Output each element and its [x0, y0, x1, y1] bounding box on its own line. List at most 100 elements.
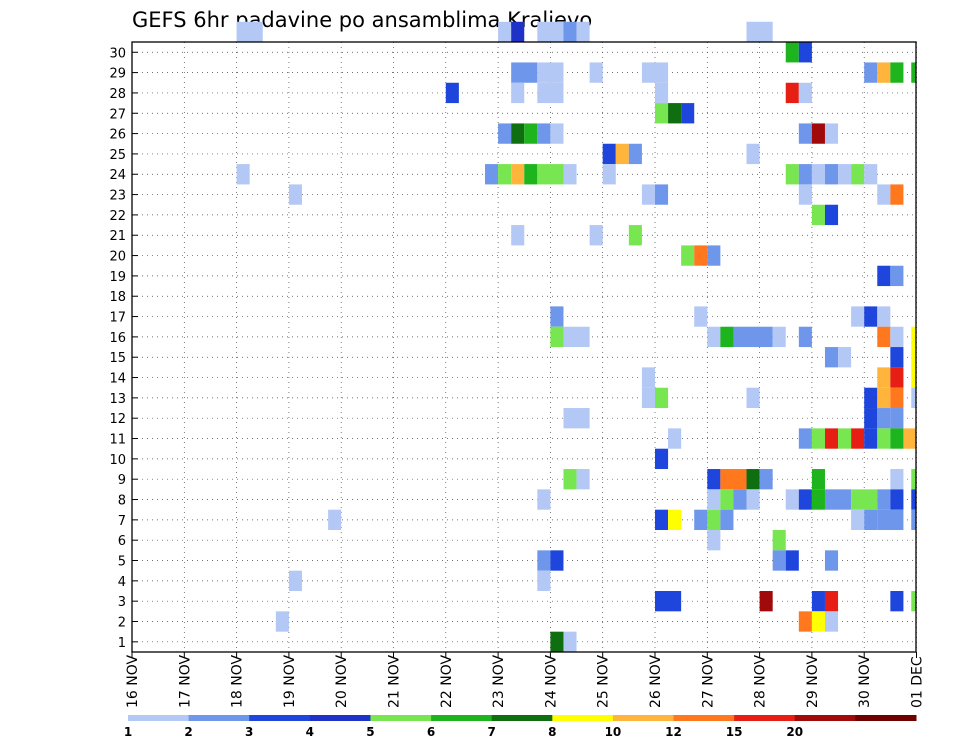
- precip-cell: [824, 164, 839, 185]
- precip-cell: [811, 428, 825, 449]
- precip-cell: [798, 164, 812, 185]
- legend-label: 10: [605, 725, 622, 739]
- precip-cell: [537, 550, 551, 571]
- x-tick-label: 25 NOV: [596, 654, 612, 708]
- precip-cell: [811, 204, 825, 226]
- legend-color-swatch: [552, 715, 614, 721]
- precip-cell: [824, 123, 839, 144]
- legend-label: 4: [306, 725, 314, 739]
- precip-cell: [772, 550, 786, 571]
- precip-cell: [811, 469, 825, 490]
- precip-cell: [694, 245, 708, 266]
- x-tick-label: 19 NOV: [282, 654, 298, 708]
- precip-cell: [877, 408, 891, 429]
- legend-label: 7: [488, 725, 496, 739]
- precip-cell: [746, 143, 760, 165]
- y-tick-label: 14: [109, 372, 126, 387]
- precip-cell: [563, 631, 577, 652]
- precip-cell: [537, 123, 551, 144]
- legend-color-swatch: [431, 715, 493, 721]
- precip-cell: [877, 184, 891, 205]
- precip-cell: [772, 326, 786, 348]
- precip-cell: [877, 306, 891, 327]
- precip-cell: [668, 103, 682, 124]
- legend-label: 3: [245, 725, 253, 739]
- y-tick-label: 9: [118, 473, 126, 488]
- precip-cell: [655, 103, 669, 124]
- precip-cell: [655, 82, 669, 104]
- y-tick-label: 7: [118, 514, 126, 529]
- precip-cell: [824, 347, 839, 368]
- x-tick-label: 23 NOV: [491, 654, 507, 708]
- precip-cell: [615, 143, 629, 165]
- precip-cell: [511, 21, 525, 43]
- precip-cell: [890, 265, 904, 287]
- x-tick-label: 29 NOV: [805, 654, 821, 708]
- legend-color-swatch: [491, 715, 553, 721]
- precip-cell: [759, 591, 773, 612]
- legend-color-swatch: [249, 715, 311, 721]
- x-tick-label: 20 NOV: [334, 654, 350, 708]
- precip-cell: [628, 225, 642, 246]
- precip-cell: [550, 306, 564, 327]
- y-tick-label: 10: [109, 453, 126, 468]
- precip-cell: [537, 62, 564, 83]
- precip-cell: [877, 326, 891, 348]
- precip-cell: [563, 469, 577, 490]
- precip-cell: [485, 164, 499, 185]
- precip-cell: [824, 591, 839, 612]
- precip-cell: [911, 326, 916, 348]
- precip-cell: [890, 591, 904, 612]
- precip-cell: [707, 509, 721, 531]
- precip-cell: [911, 347, 916, 368]
- precip-cell: [890, 367, 904, 388]
- precip-cell: [563, 408, 590, 429]
- legend-label: 8: [548, 725, 556, 739]
- precip-cell: [890, 347, 904, 368]
- y-tick-label: 23: [109, 189, 126, 204]
- y-tick-label: 16: [109, 331, 126, 346]
- precip-cell: [681, 103, 695, 124]
- legend-color-swatch: [734, 715, 796, 721]
- color-legend: 1 2 3 4 5 6 7 8 10 12 15 20: [124, 715, 917, 739]
- precip-cell: [550, 326, 564, 348]
- plot-frame: [131, 41, 917, 653]
- x-tick-label: 16 NOV: [125, 654, 141, 708]
- precip-cell: [511, 225, 525, 246]
- legend-label: 12: [665, 725, 682, 739]
- precip-cell: [877, 509, 904, 531]
- legend-color-swatch: [855, 715, 917, 721]
- precip-cell: [236, 164, 250, 185]
- legend-color-swatch: [370, 715, 432, 721]
- precip-cell: [655, 184, 669, 205]
- y-tick-label: 17: [109, 311, 126, 326]
- precip-cell: [890, 326, 904, 348]
- x-axis-ticks: 16 NOV 17 NOV 18 NOV 19 NOV 20 NOV 21 NOV 22 N…: [125, 652, 926, 708]
- y-tick-label: 11: [109, 433, 126, 448]
- grid-lines: [132, 42, 917, 652]
- precip-cell: [537, 164, 564, 185]
- precip-cell: [864, 509, 878, 531]
- precip-cell: [537, 21, 564, 43]
- precip-cell: [824, 204, 839, 226]
- precip-cell: [563, 326, 590, 348]
- y-axis-ticks: 1234567891011121314151617181920212223242…: [109, 46, 138, 651]
- precip-cell: [911, 469, 916, 490]
- x-tick-label: 30 NOV: [857, 654, 873, 708]
- precip-cell: [877, 387, 891, 409]
- precip-cell: [602, 164, 616, 185]
- precip-cell: [811, 123, 825, 144]
- y-tick-label: 12: [109, 412, 126, 427]
- y-tick-label: 28: [109, 87, 126, 102]
- x-tick-label: 17 NOV: [177, 654, 193, 708]
- precip-cell: [890, 469, 904, 490]
- precip-cell: [498, 21, 512, 43]
- precip-cell: [798, 611, 812, 632]
- legend-label: 20: [786, 725, 803, 739]
- precip-cell: [911, 509, 916, 531]
- y-tick-label: 26: [109, 128, 126, 143]
- precip-cell: [759, 469, 773, 490]
- precip-cell: [864, 387, 878, 409]
- precip-cell: [328, 509, 342, 531]
